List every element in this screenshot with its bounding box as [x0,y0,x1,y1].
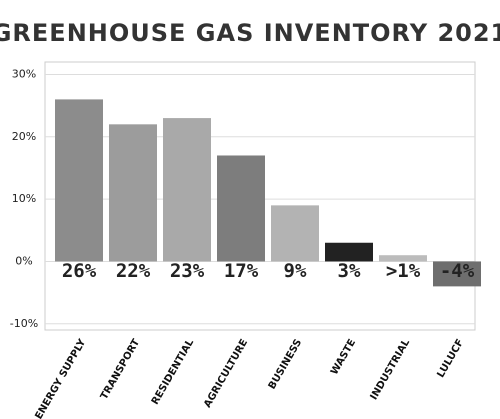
bar [217,155,265,262]
bar [163,118,211,262]
value-label: 26% [62,260,97,282]
x-tick-label: INDUSTRIAL [369,337,413,402]
value-label: -4% [440,260,475,282]
value-label: 17% [224,260,259,282]
x-tick-label: WASTE [329,337,358,377]
x-tick-label: TRANSPORT [99,337,142,401]
bar [271,205,319,262]
plot-frame [44,61,476,331]
x-tick-label: LULUCF [435,338,466,380]
y-tick-label: 0% [15,254,32,267]
value-label: 3% [338,260,361,282]
x-tick-label: ENERGY SUPPLY [33,337,88,419]
value-label: 23% [170,260,205,282]
y-tick-label: 10% [12,192,36,205]
bar [55,99,103,262]
bar [433,261,481,287]
value-label: 22% [116,260,151,282]
x-tick-label: RESIDENTIAL [150,337,197,407]
y-tick-label: 20% [12,130,36,143]
bar [379,255,427,262]
y-tick-label: 30% [12,67,36,80]
bar [325,242,373,262]
y-tick-label: -10% [10,317,38,330]
x-tick-label: AGRICULTURE [202,337,250,409]
value-label: >1% [386,260,421,282]
bar [109,124,157,262]
value-label: 9% [284,260,307,282]
chart-title: GREENHOUSE GAS INVENTORY 2021 [0,19,500,47]
x-tick-label: BUSINESS [267,338,304,392]
